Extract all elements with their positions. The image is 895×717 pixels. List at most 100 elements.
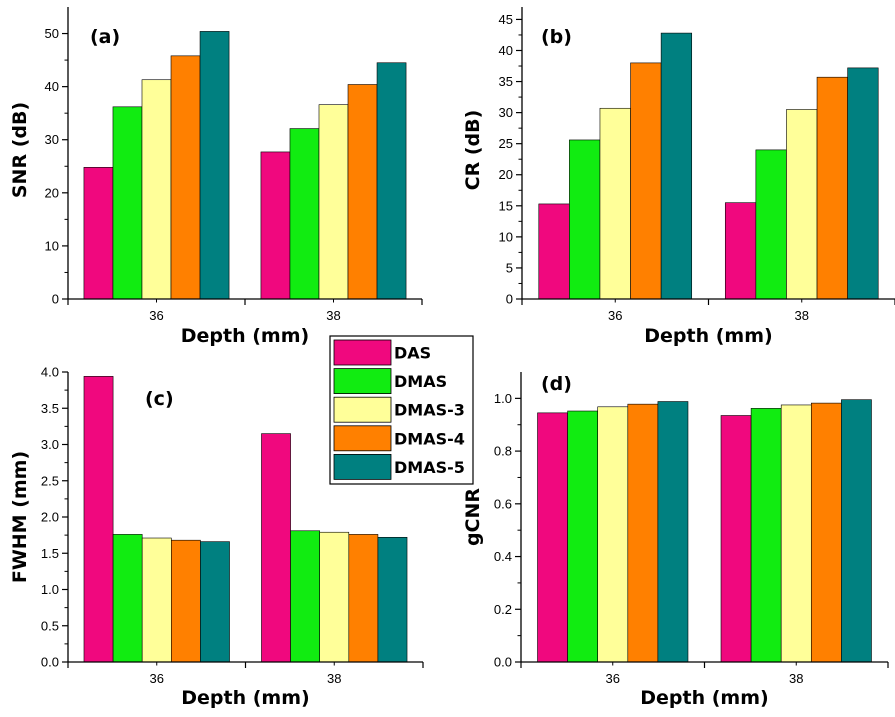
bar-b-das-38 <box>724 202 757 300</box>
y-tick-label-c: 3.5 <box>41 401 59 416</box>
legend-swatch-dmas-5 <box>333 453 392 480</box>
y-tick-label-c: 0.0 <box>41 655 59 670</box>
y-tick-label-b: 0 <box>506 292 513 307</box>
x-axis-title-d: Depth (mm) <box>640 687 768 709</box>
bar-a-dmas-4-38 <box>347 84 378 300</box>
y-tick-label-d: 0.4 <box>494 549 512 564</box>
y-tick-label-c: 2.5 <box>41 473 59 488</box>
y-tick-label-a: 0 <box>52 292 59 307</box>
y-tick-label-a: 30 <box>45 132 59 147</box>
panel-label-d: (d) <box>541 373 572 395</box>
bar-d-dmas-4-36 <box>627 403 659 663</box>
bar-d-dmas-3-38 <box>780 404 812 663</box>
legend-label-dmas-3: DMAS-3 <box>394 401 465 420</box>
y-axis-title-a: SNR (dB) <box>9 102 31 198</box>
bar-c-dmas-38 <box>290 530 320 663</box>
panel-c-fwhm-chart: 0.0 0.5 1.0 1.5 2.0 2.5 3.0 3.5 4.0 36 38 Depth (mm… <box>9 365 424 709</box>
bar-c-dmas-36 <box>112 534 143 663</box>
bar-d-das-38 <box>720 415 752 663</box>
bar-a-das-38 <box>260 151 291 300</box>
y-axis-title-b: CR (dB) <box>462 110 484 191</box>
panel-label-a: (a) <box>90 26 120 48</box>
bar-c-dmas-3-38 <box>319 531 350 663</box>
bar-b-das-36 <box>538 203 570 300</box>
bar-a-dmas-4-36 <box>170 55 201 300</box>
y-axis-title-d: gCNR <box>462 488 484 546</box>
x-tick-label-b-36: 36 <box>608 308 622 323</box>
bar-d-das-36 <box>537 412 568 663</box>
bar-d-dmas-4-38 <box>810 402 842 663</box>
bar-b-dmas-4-36 <box>630 62 662 300</box>
bar-c-dmas-5-38 <box>377 536 408 663</box>
bar-b-dmas-3-36 <box>599 107 631 300</box>
panel-b-cr-chart: 0 5 10 15 20 25 30 35 40 45 36 38 Depth (mm) CR (dB) (… <box>462 7 895 347</box>
y-tick-label-b: 35 <box>499 74 513 89</box>
y-tick-label-d: 0.8 <box>494 444 512 459</box>
bar-b-dmas-38 <box>755 149 787 300</box>
legend-label-dmas-5: DMAS-5 <box>394 458 465 477</box>
y-tick-label-c: 1.0 <box>41 582 59 597</box>
legend-swatch-das <box>333 339 392 366</box>
x-axis-title-a: Depth (mm) <box>181 325 309 347</box>
bar-b-dmas-3-38 <box>786 109 818 300</box>
panel-label-c: (c) <box>145 388 174 410</box>
y-tick-label-a: 40 <box>45 79 59 94</box>
y-tick-label-d: 1.0 <box>494 391 512 406</box>
y-tick-label-d: 0.6 <box>494 496 512 511</box>
bar-c-das-36 <box>83 376 114 663</box>
bar-a-dmas-36 <box>112 106 143 300</box>
y-tick-label-c: 4.0 <box>41 365 59 380</box>
bar-c-dmas-4-38 <box>348 534 379 663</box>
y-tick-label-b: 30 <box>499 105 513 120</box>
bar-d-dmas-5-36 <box>657 401 689 663</box>
bar-a-dmas-3-38 <box>318 104 349 300</box>
bar-d-dmas-5-38 <box>841 399 872 663</box>
bar-d-dmas-36 <box>567 410 598 663</box>
x-tick-label-b-38: 38 <box>795 308 809 323</box>
y-tick-label-d: 0.2 <box>494 602 512 617</box>
y-tick-label-a: 20 <box>45 185 59 200</box>
bar-b-dmas-36 <box>569 139 601 300</box>
y-tick-label-b: 10 <box>499 229 513 244</box>
y-tick-label-b: 45 <box>499 12 513 27</box>
x-tick-label-d-36: 36 <box>606 671 620 686</box>
bar-d-dmas-38 <box>750 408 782 663</box>
x-axis-title-b: Depth (mm) <box>644 325 772 347</box>
bar-a-dmas-38 <box>289 128 320 300</box>
bar-c-dmas-5-36 <box>200 541 230 663</box>
y-tick-label-b: 5 <box>506 260 513 275</box>
legend-label-das: DAS <box>394 344 431 363</box>
legend-swatch-dmas-3 <box>333 396 392 423</box>
y-tick-label-b: 25 <box>499 136 513 151</box>
legend-label-dmas-4: DMAS-4 <box>394 429 465 448</box>
bar-a-das-36 <box>83 167 114 300</box>
x-tick-label-a-36: 36 <box>149 308 163 323</box>
bar-a-dmas-3-36 <box>141 79 172 300</box>
y-tick-label-b: 40 <box>499 43 513 58</box>
x-tick-label-d-38: 38 <box>789 671 803 686</box>
panel-a-snr-chart: 0 10 20 30 40 50 36 38 Depth (mm) SNR (dB) (a) <box>9 7 423 347</box>
x-tick-label-a-38: 38 <box>326 308 340 323</box>
bar-b-dmas-4-38 <box>816 76 848 300</box>
y-tick-label-d: 0.0 <box>494 655 512 670</box>
y-tick-label-c: 1.5 <box>41 546 59 561</box>
bar-a-dmas-5-36 <box>199 31 230 300</box>
x-tick-label-c-38: 38 <box>327 671 341 686</box>
bar-d-dmas-3-36 <box>597 406 629 663</box>
panel-d-gcnr-chart: 0.0 0.2 0.4 0.6 0.8 1.0 36 38 Depth (mm) gCNR (d) <box>462 372 889 709</box>
bar-c-dmas-4-36 <box>171 539 201 663</box>
bar-a-dmas-5-38 <box>376 62 407 300</box>
y-tick-label-c: 3.0 <box>41 437 59 452</box>
legend-label-dmas: DMAS <box>394 372 447 391</box>
legend: DAS DMAS DMAS-3 DMAS-4 DMAS-5 <box>329 335 474 485</box>
bar-c-dmas-3-36 <box>141 537 172 663</box>
bar-c-das-38 <box>261 433 291 663</box>
bar-b-dmas-5-38 <box>847 67 879 300</box>
legend-swatch-dmas <box>333 368 392 395</box>
x-axis-title-c: Depth (mm) <box>181 687 309 709</box>
bar-b-dmas-5-36 <box>660 32 693 300</box>
y-tick-label-c: 0.5 <box>41 618 59 633</box>
y-tick-label-b: 20 <box>499 167 513 182</box>
y-axis-title-c: FWHM (mm) <box>9 451 31 583</box>
